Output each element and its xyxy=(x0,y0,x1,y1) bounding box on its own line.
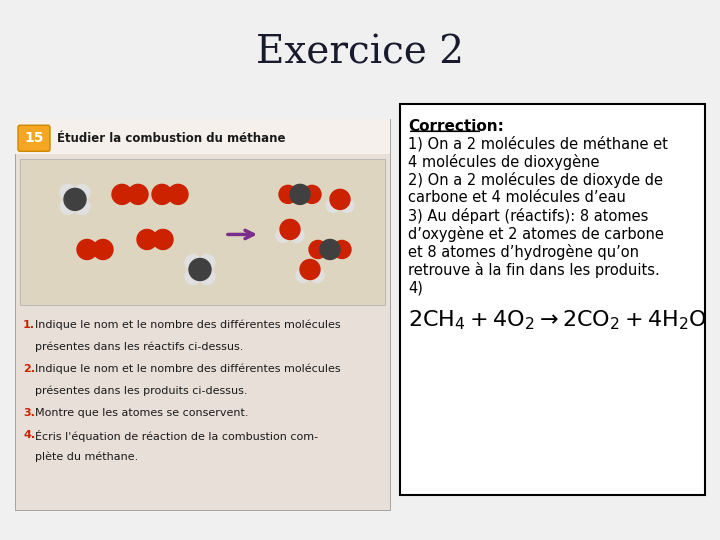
Text: $\mathregular{2CH_4 + 4O_2 \rightarrow 2CO_2 + 4H_2O}$: $\mathregular{2CH_4 + 4O_2 \rightarrow 2… xyxy=(408,308,707,332)
Circle shape xyxy=(64,188,86,211)
Text: Indique le nom et le nombre des différentes molécules: Indique le nom et le nombre des différen… xyxy=(35,320,341,330)
Circle shape xyxy=(290,228,304,242)
Text: Exercice 2: Exercice 2 xyxy=(256,35,464,72)
Text: 3.: 3. xyxy=(23,408,35,418)
Circle shape xyxy=(326,198,340,212)
Text: présentes dans les produits ci-dessus.: présentes dans les produits ci-dessus. xyxy=(35,386,248,396)
Text: 4): 4) xyxy=(408,281,423,295)
Text: Écris l'équation de réaction de la combustion com-: Écris l'équation de réaction de la combu… xyxy=(35,430,318,442)
Circle shape xyxy=(309,240,327,259)
Text: carbone et 4 molécules d’eau: carbone et 4 molécules d’eau xyxy=(408,191,626,205)
Circle shape xyxy=(112,184,132,205)
Circle shape xyxy=(303,185,321,204)
Circle shape xyxy=(279,185,297,204)
Circle shape xyxy=(300,260,320,280)
Text: 1.: 1. xyxy=(23,320,35,329)
Circle shape xyxy=(189,259,211,281)
Circle shape xyxy=(152,184,172,205)
FancyBboxPatch shape xyxy=(15,119,390,510)
Text: retrouve à la fin dans les produits.: retrouve à la fin dans les produits. xyxy=(408,262,660,279)
FancyBboxPatch shape xyxy=(20,159,385,305)
Circle shape xyxy=(74,184,90,200)
Circle shape xyxy=(60,198,76,214)
Circle shape xyxy=(333,240,351,259)
Circle shape xyxy=(276,228,290,242)
Circle shape xyxy=(320,239,340,260)
Circle shape xyxy=(199,268,215,285)
FancyBboxPatch shape xyxy=(15,119,390,154)
Circle shape xyxy=(340,198,354,212)
Circle shape xyxy=(330,190,350,210)
Circle shape xyxy=(280,219,300,239)
Circle shape xyxy=(185,268,201,285)
Circle shape xyxy=(199,254,215,271)
Circle shape xyxy=(290,184,310,205)
Text: plète du méthane.: plète du méthane. xyxy=(35,452,138,462)
Circle shape xyxy=(153,230,173,249)
Text: présentes dans les réactifs ci-dessus.: présentes dans les réactifs ci-dessus. xyxy=(35,342,243,352)
FancyBboxPatch shape xyxy=(400,104,705,495)
Circle shape xyxy=(77,239,97,260)
Circle shape xyxy=(137,230,157,249)
Circle shape xyxy=(128,184,148,205)
Text: 15: 15 xyxy=(24,131,44,145)
Text: 3) Au départ (réactifs): 8 atomes: 3) Au départ (réactifs): 8 atomes xyxy=(408,208,649,225)
Text: et 8 atomes d’hydrogène qu’on: et 8 atomes d’hydrogène qu’on xyxy=(408,245,639,260)
Circle shape xyxy=(310,268,324,282)
Circle shape xyxy=(185,254,201,271)
Circle shape xyxy=(60,184,76,200)
Circle shape xyxy=(296,268,310,282)
Circle shape xyxy=(74,198,90,214)
FancyBboxPatch shape xyxy=(18,125,50,151)
Text: Indique le nom et le nombre des différentes molécules: Indique le nom et le nombre des différen… xyxy=(35,363,341,374)
Text: Étudier la combustion du méthane: Étudier la combustion du méthane xyxy=(57,132,286,145)
Text: 2.: 2. xyxy=(23,363,35,374)
Circle shape xyxy=(168,184,188,205)
Text: 2) On a 2 molécules de dioxyde de: 2) On a 2 molécules de dioxyde de xyxy=(408,172,663,188)
Text: Montre que les atomes se conservent.: Montre que les atomes se conservent. xyxy=(35,408,248,418)
Text: 1) On a 2 molécules de méthane et: 1) On a 2 molécules de méthane et xyxy=(408,136,668,152)
Text: Correction:: Correction: xyxy=(408,119,504,134)
Text: 4.: 4. xyxy=(23,430,35,440)
Text: d’oxygène et 2 atomes de carbone: d’oxygène et 2 atomes de carbone xyxy=(408,226,664,242)
Text: 4 molécules de dioxygène: 4 molécules de dioxygène xyxy=(408,154,600,170)
Circle shape xyxy=(93,239,113,260)
